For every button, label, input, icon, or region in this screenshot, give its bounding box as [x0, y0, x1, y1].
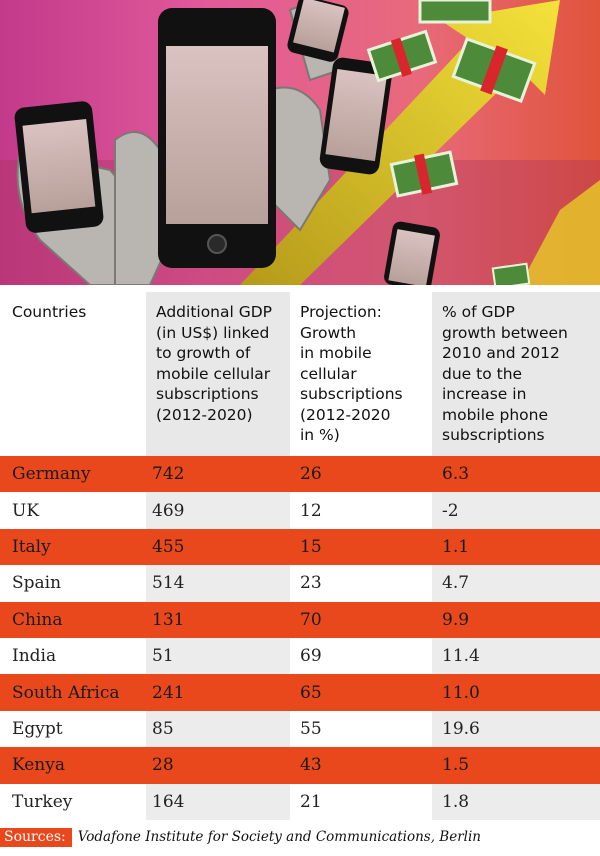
header-line: Countries — [12, 303, 87, 321]
projection-growth-cell: 69 — [300, 646, 322, 667]
header-line: (2012-2020 — [300, 405, 391, 424]
column-header-projection-growth: Projection: Growth in mobile cellular su… — [290, 292, 432, 456]
gdp-growth-share-cell: 11.4 — [432, 637, 600, 675]
country-cell: Italy — [12, 536, 51, 557]
table-row: China 131 70 9.9 — [0, 601, 600, 638]
header-line: subscriptions — [442, 426, 545, 444]
projection-growth-cell: 12 — [300, 500, 322, 521]
table-row: India 51 69 11.4 — [0, 637, 600, 675]
gdp-growth-share-cell: 4.7 — [432, 565, 600, 602]
projection-growth-cell: 55 — [300, 718, 322, 739]
table-row: Turkey 164 21 1.8 — [0, 783, 600, 820]
header-line: due to the — [442, 364, 523, 383]
smartphone-icon — [14, 101, 104, 233]
additional-gdp-cell: 51 — [146, 637, 290, 675]
projection-growth-cell: 26 — [300, 464, 322, 485]
projection-growth-cell: 15 — [300, 536, 322, 557]
gdp-growth-share-cell: 1.5 — [442, 755, 470, 776]
projection-growth-cell: 65 — [300, 682, 322, 703]
banknote-stack-icon — [418, 0, 492, 24]
table-row: South Africa 241 65 11.0 — [0, 674, 600, 711]
country-cell: Germany — [12, 464, 91, 485]
table-body: Germany 742 26 6.3 UK 469 12 -2 Italy 45… — [0, 456, 600, 820]
gdp-growth-share-cell: 19.6 — [432, 710, 600, 748]
additional-gdp-cell: 28 — [152, 755, 174, 776]
header-line: to growth of — [156, 344, 251, 362]
additional-gdp-cell: 85 — [146, 710, 290, 748]
banknote-stack-icon — [366, 29, 438, 83]
additional-gdp-cell: 241 — [152, 682, 185, 703]
header-line: Additional GDP — [156, 303, 273, 321]
country-cell: China — [12, 609, 63, 630]
table-row: Spain 514 23 4.7 — [0, 565, 600, 602]
table-row: Egypt 85 55 19.6 — [0, 710, 600, 748]
table-row: Italy 455 15 1.1 — [0, 528, 600, 566]
column-header-countries: Countries — [0, 292, 140, 456]
additional-gdp-cell: 469 — [146, 492, 290, 529]
header-line: in mobile — [300, 344, 372, 362]
projection-growth-cell: 21 — [300, 791, 322, 812]
sources-label: Sources: — [0, 827, 72, 847]
country-cell: India — [12, 646, 57, 667]
country-cell: Spain — [12, 573, 62, 594]
header-line: Projection: — [300, 303, 382, 321]
gdp-growth-share-cell: 6.3 — [442, 464, 470, 485]
smartphone-icon — [287, 0, 349, 62]
smartphone-icon — [319, 57, 393, 175]
header-line: subscriptions — [156, 385, 259, 403]
banknote-stack-icon — [491, 262, 531, 285]
additional-gdp-cell: 131 — [152, 609, 185, 630]
table-row: UK 469 12 -2 — [0, 492, 600, 529]
additional-gdp-cell: 742 — [152, 464, 185, 485]
table-header: Countries Additional GDP (in US$) linked… — [0, 292, 600, 456]
country-cell: UK — [12, 500, 40, 521]
column-header-gdp-growth-share: % of GDP growth between 2010 and 2012 du… — [432, 292, 600, 456]
column-header-additional-gdp: Additional GDP (in US$) linked to growth… — [146, 292, 290, 456]
country-cell: South Africa — [12, 682, 120, 703]
projection-growth-cell: 43 — [300, 755, 322, 776]
table-row: Kenya 28 43 1.5 — [0, 747, 600, 784]
header-line: subscriptions — [300, 385, 403, 403]
header-line: (in US$) linked — [156, 323, 270, 342]
additional-gdp-cell: 514 — [146, 565, 290, 602]
header-line: increase in — [442, 385, 527, 403]
header-line: 2010 and 2012 — [442, 344, 560, 362]
header-line: cellular — [300, 364, 357, 383]
header-line: growth between — [442, 323, 568, 342]
header-line: (2012-2020) — [156, 405, 253, 424]
country-cell: Egypt — [12, 718, 63, 739]
header-line: % of GDP — [442, 303, 515, 321]
smartphone-icon — [158, 8, 276, 268]
gdp-growth-share-cell: 11.0 — [442, 682, 480, 703]
banknote-stack-icon — [451, 36, 537, 104]
header-line: mobile cellular — [156, 364, 271, 383]
header-line: in %) — [300, 426, 340, 444]
sources-line: Sources: Vodafone Institute for Society … — [0, 826, 600, 848]
additional-gdp-cell: 164 — [146, 783, 290, 820]
country-cell: Turkey — [12, 791, 73, 812]
table-row: Germany 742 26 6.3 — [0, 456, 600, 493]
smartphone-icon — [384, 221, 440, 285]
data-table: Countries Additional GDP (in US$) linked… — [0, 292, 600, 820]
hero-illustration — [0, 0, 600, 285]
country-cell: Kenya — [12, 755, 65, 776]
header-line: Growth — [300, 323, 357, 342]
banknote-stack-icon — [389, 150, 459, 198]
gdp-growth-share-cell: 1.8 — [432, 783, 600, 820]
projection-growth-cell: 23 — [300, 573, 322, 594]
sources-text: Vodafone Institute for Society and Commu… — [77, 829, 481, 845]
gdp-growth-share-cell: 1.1 — [442, 536, 470, 557]
gdp-growth-share-cell: -2 — [432, 492, 600, 529]
projection-growth-cell: 70 — [300, 609, 322, 630]
additional-gdp-cell: 455 — [152, 536, 185, 557]
header-line: mobile phone — [442, 405, 549, 424]
gdp-growth-share-cell: 9.9 — [442, 609, 470, 630]
